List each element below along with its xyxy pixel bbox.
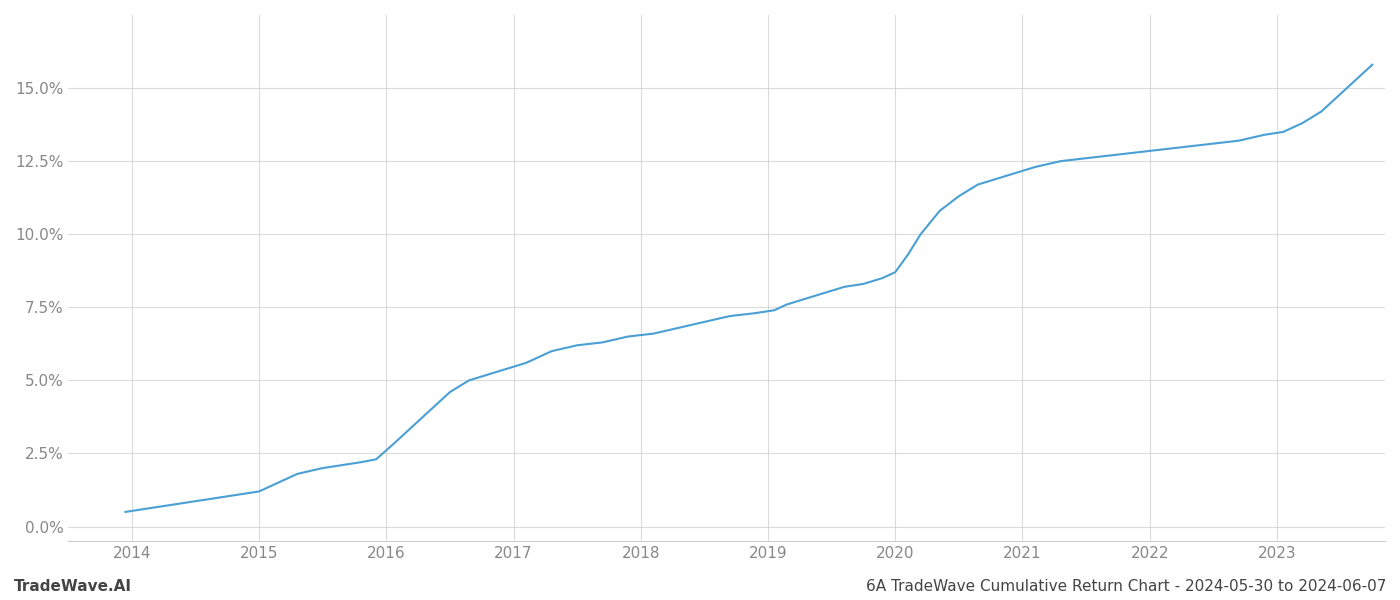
Text: TradeWave.AI: TradeWave.AI <box>14 579 132 594</box>
Text: 6A TradeWave Cumulative Return Chart - 2024-05-30 to 2024-06-07: 6A TradeWave Cumulative Return Chart - 2… <box>865 579 1386 594</box>
